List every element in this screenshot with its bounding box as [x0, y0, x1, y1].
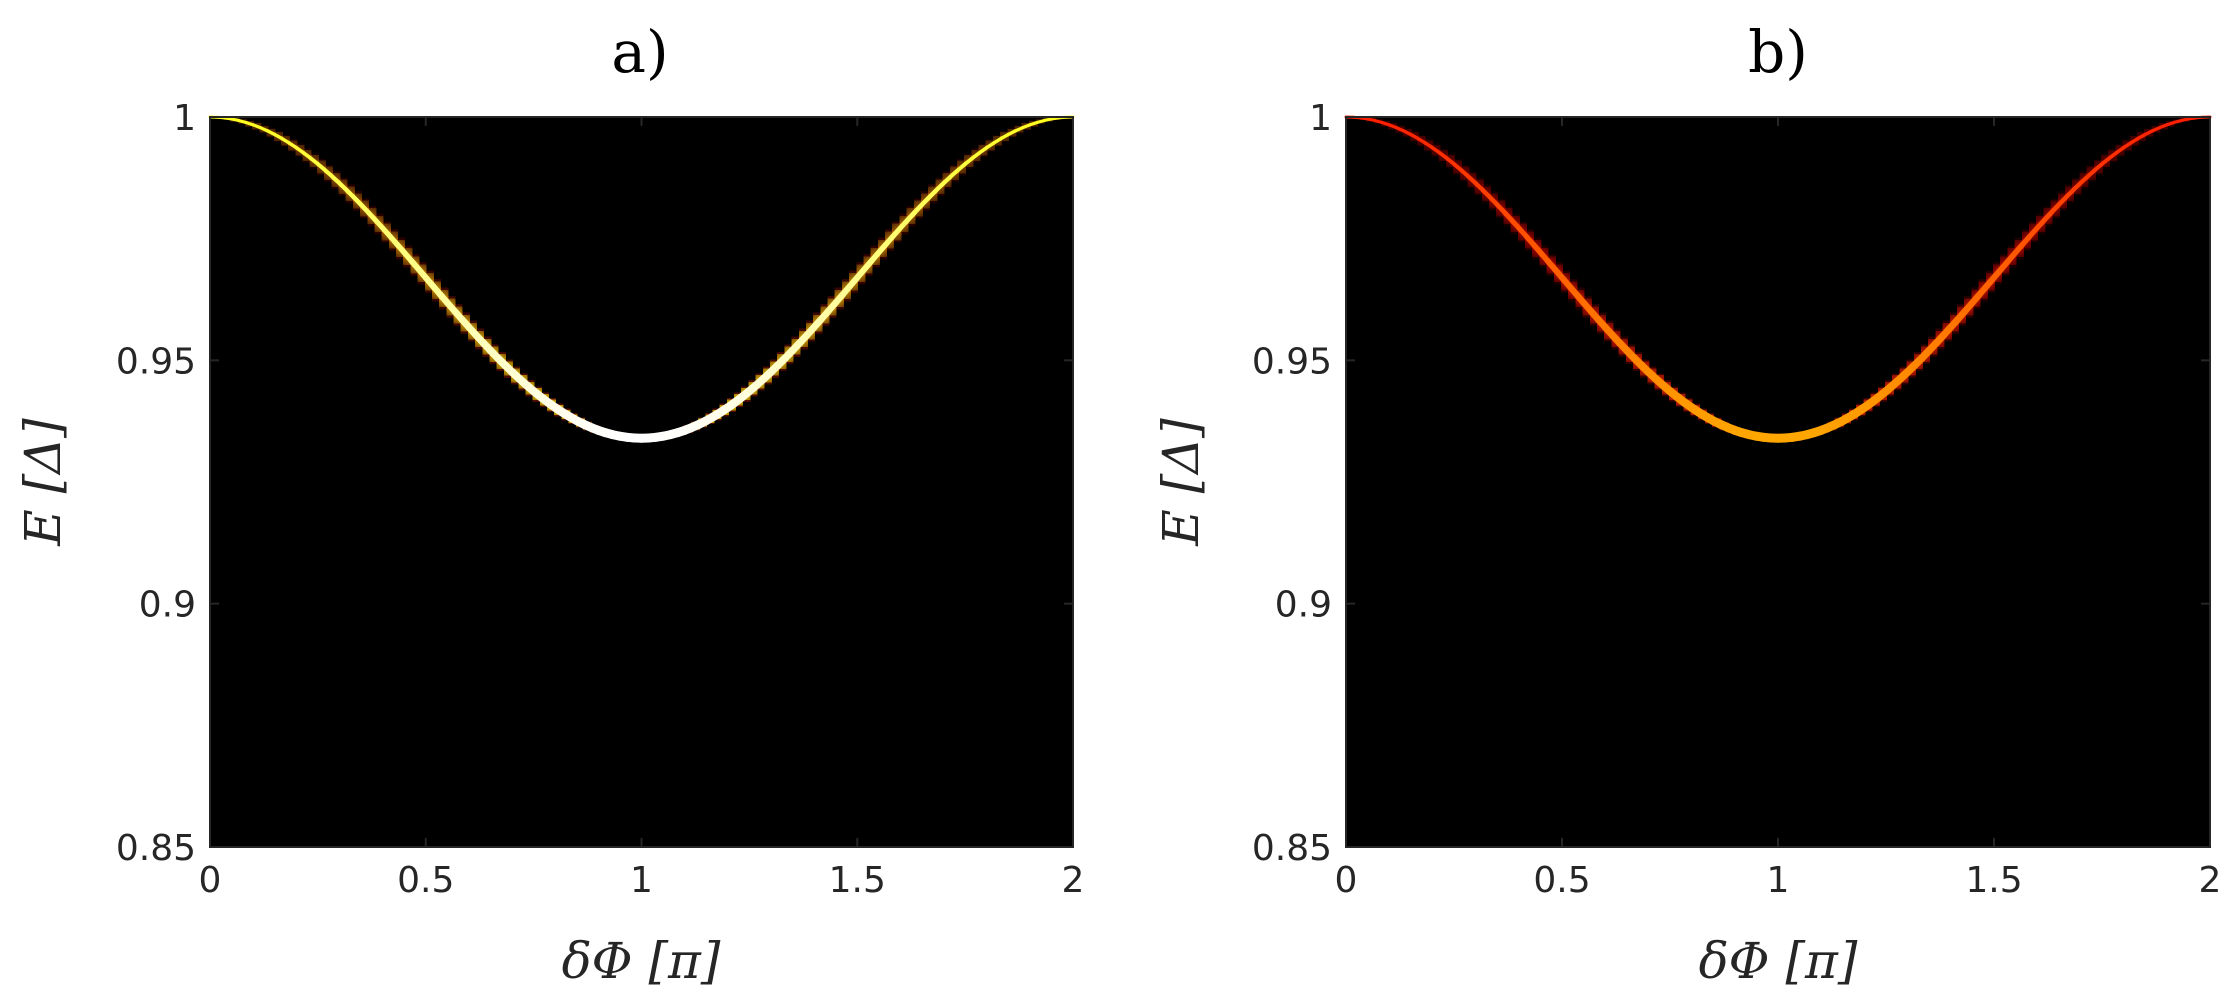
panel-a-y-label: E [Δ] [14, 418, 72, 547]
x-tick-label: 1 [630, 860, 653, 901]
y-tick-label: 1 [1309, 98, 1332, 139]
panel-a-energy-curve [205, 112, 1078, 455]
x-tick-label: 0 [1335, 860, 1358, 901]
panel-b-energy-curve [1341, 112, 2215, 455]
x-tick-label: 0.5 [397, 860, 454, 901]
x-tick-label: 1.5 [1965, 860, 2022, 901]
panel-a-y-ticks: 0.85 0.9 0.95 1 [116, 98, 1073, 869]
y-tick-label: 0.9 [139, 585, 196, 626]
y-tick-label: 0.85 [1252, 828, 1332, 869]
panel-b-title: b) [1748, 18, 1808, 86]
y-tick-label: 0.85 [116, 828, 196, 869]
panel-a-x-label: δΦ [π] [562, 932, 721, 990]
panel-b-plot-area [1346, 117, 2210, 847]
y-tick-label: 1 [173, 98, 196, 139]
panel-a-plot-area [210, 117, 1073, 847]
panel-b-y-label: E [Δ] [1152, 418, 1210, 547]
panel-b-y-ticks: 0.85 0.9 0.95 1 [1252, 98, 2210, 869]
x-tick-label: 2 [2199, 860, 2222, 901]
y-tick-label: 0.9 [1275, 585, 1332, 626]
panel-b: b) 0 0.5 1 1.5 2 0.85 0.9 0.95 1 δΦ [π] E [Δ] [1152, 18, 2221, 990]
panel-b-x-ticks: 0 0.5 1 1.5 2 [1335, 117, 2222, 901]
x-tick-label: 0 [199, 860, 222, 901]
x-tick-label: 2 [1062, 860, 1085, 901]
y-tick-label: 0.95 [116, 341, 196, 382]
panel-b-x-label: δΦ [π] [1699, 932, 1858, 990]
panel-a: a) 0 0.5 1 1.5 2 0.85 0.9 0.95 1 δΦ [π] E [Δ] [14, 18, 1084, 990]
panel-a-title: a) [611, 18, 668, 86]
x-tick-label: 0.5 [1533, 860, 1590, 901]
x-tick-label: 1 [1767, 860, 1790, 901]
x-tick-label: 1.5 [829, 860, 886, 901]
y-tick-label: 0.95 [1252, 341, 1332, 382]
panel-a-x-ticks: 0 0.5 1 1.5 2 [199, 117, 1085, 901]
